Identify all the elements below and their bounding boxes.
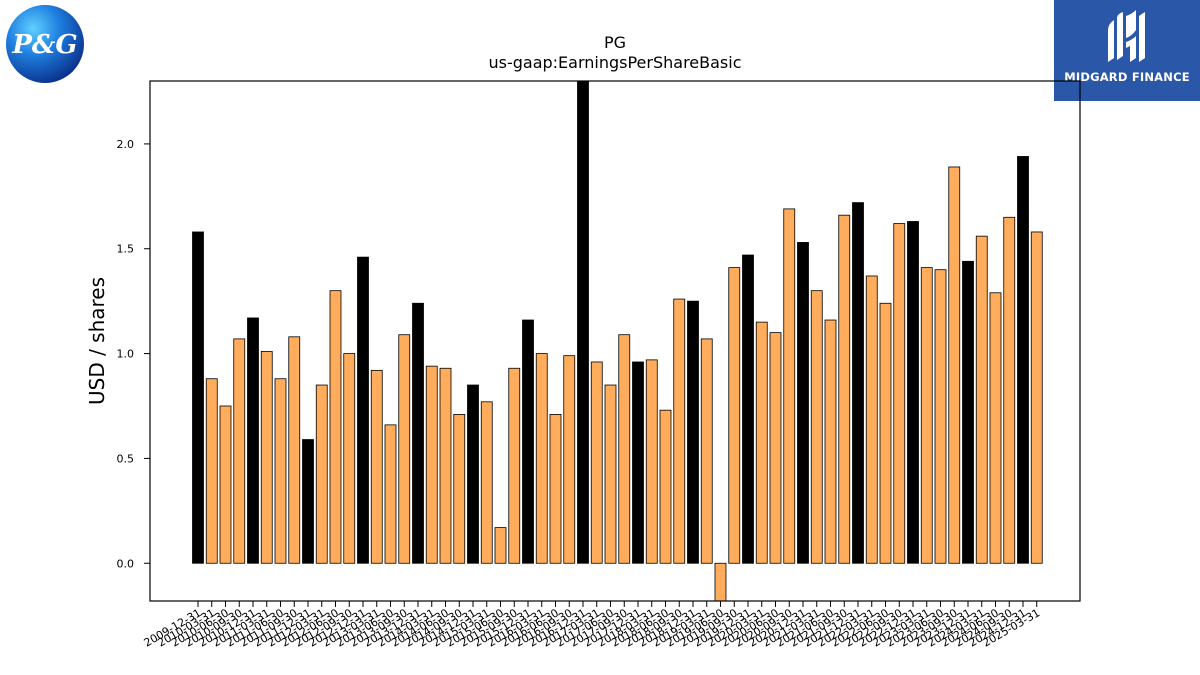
bar-2020-12-31: [797, 242, 809, 564]
bar-2013-12-31: [412, 302, 424, 564]
y-tick-label: 0.0: [117, 557, 135, 570]
bar-2019-09-30: [728, 267, 741, 564]
pg-logo-text: P&G: [11, 30, 77, 60]
bar-2012-09-30: [343, 353, 356, 564]
bar-2020-03-31: [755, 321, 768, 564]
bar-2010-12-31: [247, 317, 259, 564]
bar-2024-06-30: [989, 292, 1002, 564]
chart-subtitle: us-gaap:EarningsPerShareBasic: [488, 53, 741, 72]
bar-2013-03-31: [370, 369, 383, 564]
bar-2016-03-31: [535, 353, 548, 564]
bar-2015-03-31: [480, 401, 493, 564]
bar-2009-12-31: [192, 231, 204, 564]
bar-2021-06-30: [824, 319, 837, 564]
bar-2021-03-31: [810, 290, 823, 564]
bar-2023-09-30: [948, 166, 961, 564]
bar-2022-03-31: [865, 275, 878, 564]
bar-2020-09-30: [783, 208, 796, 564]
bar-2023-12-31: [962, 260, 974, 564]
bar-2019-03-31: [700, 338, 713, 564]
bar-2021-09-30: [838, 214, 851, 564]
bar-2011-12-31: [302, 439, 314, 564]
pg-logo-mark: P&G: [6, 5, 84, 83]
bar-2022-12-31: [907, 221, 919, 564]
bar-2011-03-31: [260, 351, 273, 564]
y-axis-label: USD / shares: [85, 277, 109, 405]
midgard-logo-text: MIDGARD FINANCE: [1064, 70, 1190, 84]
bar-2013-09-30: [398, 334, 411, 564]
bar-2014-12-31: [467, 384, 479, 564]
midgard-logo-mark: [1108, 10, 1145, 62]
chart-title: PG: [604, 33, 626, 52]
bar-2019-12-31: [742, 254, 754, 564]
pg-logo: P&G: [5, 4, 85, 84]
y-tick-label: 0.5: [117, 452, 135, 465]
bar-2014-06-30: [439, 367, 452, 564]
bar-2012-03-31: [315, 384, 328, 564]
bar-2016-12-31: [577, 80, 589, 564]
bar-2023-06-30: [934, 269, 947, 564]
bar-2020-06-30: [769, 332, 782, 564]
bar-2015-12-31: [522, 319, 534, 564]
bar-2011-06-30: [274, 378, 287, 564]
bar-2017-03-31: [590, 361, 603, 564]
bar-2015-06-30: [494, 527, 507, 564]
bar-2018-09-30: [673, 298, 686, 564]
bar-2019-06-30: [714, 562, 727, 602]
y-tick-label: 1.5: [117, 243, 135, 256]
bar-2014-09-30: [453, 413, 466, 564]
bar-2012-06-30: [329, 290, 342, 564]
bars: [192, 80, 1043, 602]
bar-2016-09-30: [563, 355, 576, 564]
bar-2012-12-31: [357, 256, 369, 564]
bar-2017-12-31: [632, 361, 644, 564]
x-axis-ticks: 2009-12-312010-03-312010-06-302010-09-30…: [142, 601, 1042, 650]
y-tick-label: 2.0: [117, 138, 135, 151]
bar-2010-09-30: [233, 338, 246, 564]
bar-2023-03-31: [920, 267, 933, 564]
bar-2024-09-30: [1003, 216, 1016, 564]
bar-2016-06-30: [549, 413, 562, 564]
bar-2010-03-31: [205, 378, 218, 564]
bar-2018-06-30: [659, 409, 672, 564]
bar-2017-09-30: [618, 334, 631, 564]
plot-frame: [149, 80, 1081, 602]
bar-2010-06-30: [219, 405, 232, 564]
bar-2024-12-31: [1017, 156, 1029, 564]
bar-2025-03-31: [1030, 231, 1043, 564]
bar-2018-03-31: [645, 359, 658, 564]
bar-2014-03-31: [425, 365, 438, 564]
bar-2024-03-31: [975, 235, 988, 564]
y-axis-ticks: 0.0 0.5 1.0 1.5 2.0: [117, 138, 150, 570]
bar-2017-06-30: [604, 384, 617, 564]
bar-2022-06-30: [879, 302, 892, 564]
bar-2013-06-30: [384, 424, 397, 564]
bar-2015-09-30: [508, 367, 521, 564]
bar-2011-09-30: [288, 336, 301, 564]
midgard-logo: MIDGARD FINANCE: [1054, 0, 1200, 101]
y-tick-label: 1.0: [117, 348, 135, 361]
bar-2022-09-30: [893, 223, 906, 564]
bar-2021-12-31: [852, 202, 864, 564]
bar-2018-12-31: [687, 300, 699, 564]
